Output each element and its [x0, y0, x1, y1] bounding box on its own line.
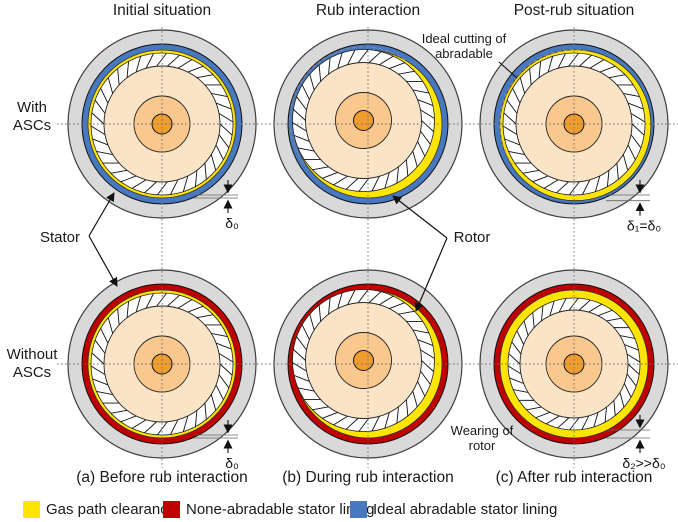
column-header-post-rub-situation: Post-rub situation	[513, 2, 635, 19]
ideal-cut-dashed-line	[499, 49, 587, 167]
none-abradable-lining-swatch-icon	[163, 500, 180, 518]
legend-label: None-abradable stator lining	[186, 500, 375, 518]
without-ascs-initial-svg	[67, 269, 257, 459]
caption-during-rub: (b) During rub interaction	[282, 469, 454, 486]
legend-label: Ideal abradable stator lining	[373, 500, 558, 518]
legend-item-ideal-abradable-stator-lining: Ideal abradable stator lining	[350, 499, 557, 519]
rotor-callout-label: Rotor	[453, 229, 491, 246]
row-label-without-ascs: Without ASCs	[6, 346, 58, 382]
wearing-of-rotor-callout-label: Wearing of rotor	[450, 423, 514, 454]
diagram-with-ascs-initial	[62, 24, 262, 224]
column-header-initial-situation: Initial situation	[112, 2, 212, 19]
gas-path-clearance-swatch-icon	[23, 500, 40, 518]
with-ascs-initial-svg	[67, 29, 257, 219]
column-header-rub-interaction: Rub interaction	[315, 2, 421, 19]
stator-callout-label: Stator	[39, 229, 81, 246]
caption-after-rub: (c) After rub interaction	[495, 469, 653, 486]
row-label-with-ascs: With ASCs	[12, 99, 52, 135]
ideal-abradable-lining-swatch-icon	[350, 500, 367, 518]
legend-label: Gas path clearance	[46, 500, 177, 518]
legend-item-none-abradable-stator-lining: None-abradable stator lining	[163, 499, 374, 519]
legend-item-gas-path-clearance: Gas path clearance	[23, 499, 176, 519]
caption-before-rub: (a) Before rub interaction	[76, 469, 248, 486]
ideal-cutting-callout-label: Ideal cutting of abradable	[421, 31, 507, 62]
ideal-cut-dashed-line	[289, 46, 406, 163]
diagram-without-ascs-initial	[62, 264, 262, 464]
